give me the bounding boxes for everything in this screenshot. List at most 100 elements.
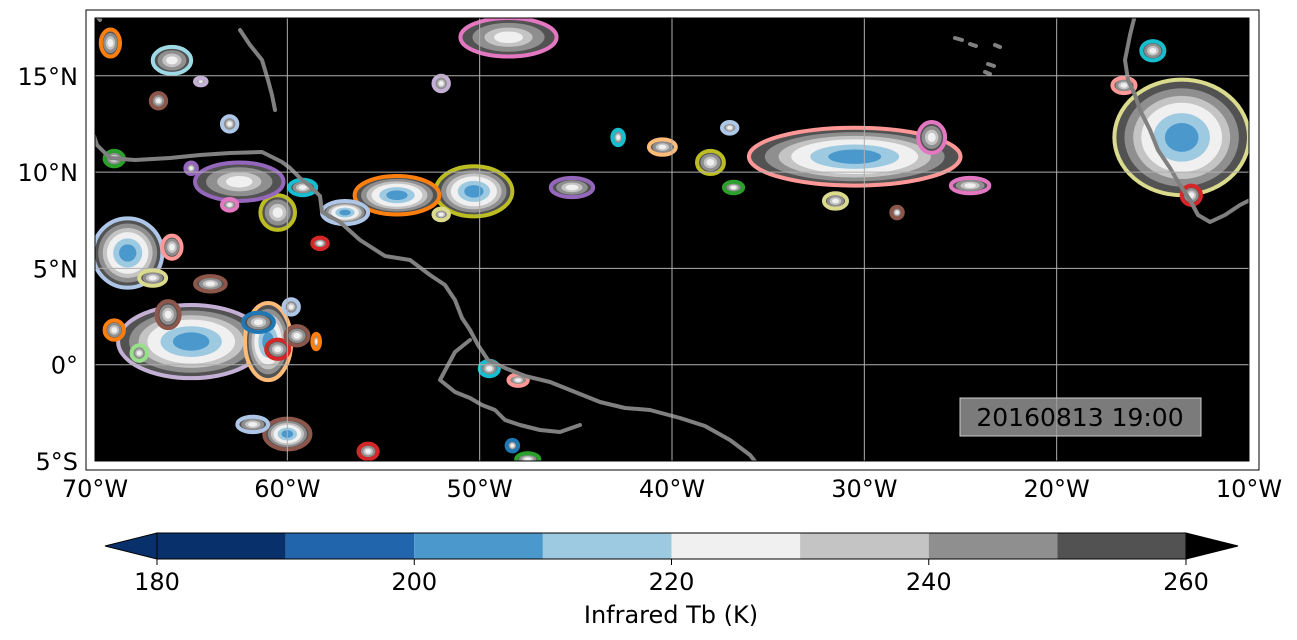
storm-cluster [514, 451, 542, 461]
storm-cluster [1139, 39, 1167, 63]
gridlines [95, 18, 1249, 461]
cluster-outline [137, 268, 169, 288]
lat-label: 5°S [35, 448, 78, 476]
cluster-outline [235, 414, 271, 435]
storm-cluster [310, 235, 330, 252]
timestamp-text: 20160813 19:00 [976, 403, 1183, 432]
cluster-outline [193, 160, 286, 203]
storm-cluster [98, 27, 123, 59]
storm-cluster [610, 127, 626, 148]
cluster-outline [889, 204, 905, 221]
cluster-contour [317, 241, 323, 246]
colorbar-extend-low [104, 532, 158, 560]
cluster-outline [98, 27, 123, 59]
colorbar-segment [542, 533, 672, 559]
cluster-outline [916, 120, 948, 155]
cluster-outline [102, 318, 126, 342]
timestamp-background [959, 397, 1202, 437]
cluster-contour [205, 281, 216, 287]
cluster-contour [524, 457, 532, 461]
colorbar-label: Infrared Tb (K) [584, 601, 758, 629]
storm-cluster [154, 299, 182, 331]
cluster-outline [219, 114, 240, 134]
cluster-outline [264, 337, 292, 361]
cluster-outline [150, 44, 194, 76]
cluster-contour [386, 190, 408, 201]
cluster-contour [927, 132, 936, 143]
storm-cluster [150, 44, 194, 76]
colorbar-segment [285, 533, 415, 559]
lon-label: 60°W [254, 475, 320, 503]
storm-cluster [720, 120, 740, 136]
storm-cluster [283, 324, 311, 348]
cluster-contour [166, 56, 178, 65]
storm-cluster [431, 206, 451, 223]
cluster-contour [225, 175, 253, 188]
storm-cluster [319, 198, 371, 227]
storm-clusters-layer [95, 18, 1249, 461]
cluster-outline [283, 324, 311, 348]
cluster-contour [494, 31, 523, 44]
storm-cluster [695, 148, 726, 177]
storm-cluster [433, 164, 515, 219]
lat-label: 15°N [18, 63, 79, 91]
timestamp-box: 20160813 19:00 [959, 397, 1202, 437]
cluster-contour [148, 275, 157, 281]
lon-label: 50°W [447, 475, 513, 503]
cluster-contour [293, 332, 301, 339]
cluster-contour [964, 183, 976, 188]
cluster-outline [193, 75, 209, 88]
storm-cluster [219, 114, 240, 134]
cluster-contour [298, 185, 307, 190]
cluster-outline [148, 91, 169, 111]
storm-cluster [193, 75, 209, 88]
cluster-outline [193, 274, 228, 294]
cluster-outline [281, 297, 301, 317]
cluster-outline [352, 173, 442, 217]
cluster-contour [486, 366, 493, 371]
cluster-contour [119, 244, 137, 262]
storm-cluster [258, 193, 298, 232]
storm-cluster [721, 179, 746, 196]
colorbar-segment [800, 533, 929, 559]
colorbar-tick-labels: 180 200 220 240 260 [134, 559, 1209, 596]
coastline-south-america [95, 132, 758, 461]
storm-cluster [137, 268, 169, 288]
colorbar-extend-high [1185, 532, 1239, 560]
storm-cluster [646, 137, 678, 157]
map-frame-inner [94, 17, 1250, 462]
storm-cluster [746, 125, 963, 188]
storm-cluster [1110, 75, 1138, 96]
cluster-contour [515, 378, 522, 382]
colorbar-tick-label: 240 [906, 568, 952, 596]
cluster-contour [107, 38, 114, 48]
cluster-outline [746, 125, 963, 188]
cluster-contour [288, 304, 294, 310]
latitude-tick-labels: 5°S 0° 5°N 10°N 15°N [18, 63, 79, 476]
storm-cluster [356, 441, 380, 461]
cluster-contour [189, 166, 193, 170]
cluster-outline [154, 299, 182, 331]
cluster-contour [227, 203, 232, 207]
cluster-outline [1139, 39, 1167, 63]
lat-label: 5°N [33, 255, 78, 283]
cluster-contour [464, 185, 484, 198]
cluster-outline [458, 18, 559, 59]
storm-cluster [235, 414, 271, 435]
colorbar-segment [671, 533, 801, 559]
cluster-contour [253, 319, 264, 326]
colorbar-tick-label: 180 [134, 568, 180, 596]
cluster-contour [706, 158, 715, 166]
cluster-contour [111, 327, 118, 333]
cluster-outline [183, 160, 199, 177]
cluster-outline [310, 235, 330, 252]
storm-cluster [219, 197, 240, 213]
colorbar-tick-label: 220 [649, 568, 695, 596]
storm-cluster [183, 160, 199, 177]
lon-label: 30°W [831, 475, 897, 503]
cluster-outline [721, 179, 746, 196]
cluster-outline [821, 191, 850, 211]
cluster-contour [272, 207, 283, 218]
cluster-outline [219, 197, 240, 213]
storm-cluster [352, 173, 442, 217]
